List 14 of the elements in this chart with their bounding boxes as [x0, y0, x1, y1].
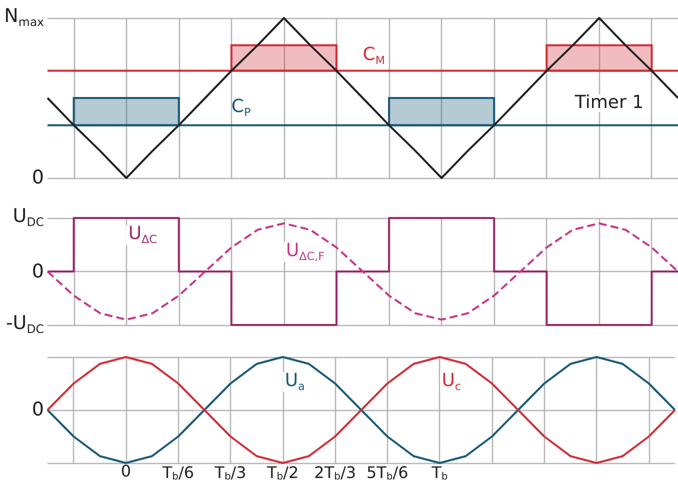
series-label: C$_{M}$ — [362, 44, 385, 68]
series-label: Timer 1 — [572, 92, 646, 113]
series-label: U$_{a}$ — [282, 370, 307, 394]
x-tick-label: 0 — [120, 462, 132, 480]
text: 0 — [32, 260, 44, 282]
series-label: C$_{P}$ — [231, 96, 251, 118]
text: 0 — [32, 398, 44, 420]
series-label: U$_{ΔC,F}$ — [284, 240, 327, 264]
series-label: U$_{ΔC}$ — [126, 223, 159, 246]
text: N$_{max}$ — [4, 5, 44, 30]
text: 0 — [32, 166, 44, 188]
text: -U$_{DC}$ — [6, 312, 44, 336]
text: U$_{DC}$ — [12, 205, 44, 230]
series-label: U$_{c}$ — [440, 370, 464, 394]
